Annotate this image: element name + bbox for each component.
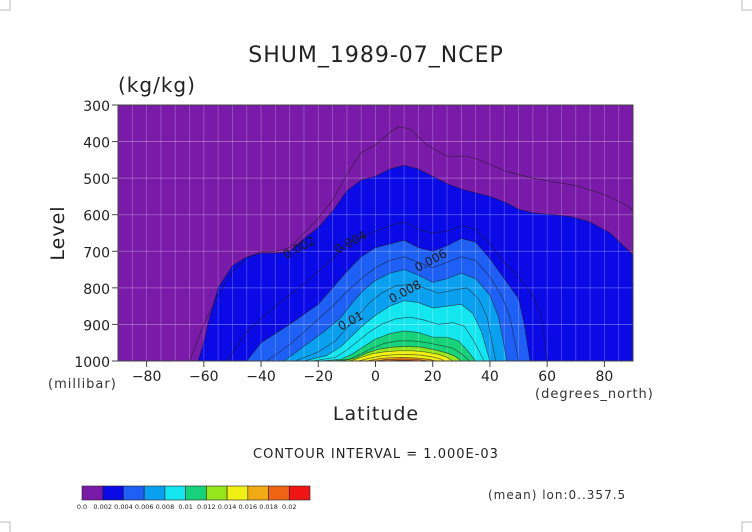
- contour-line-0.007: [295, 283, 497, 361]
- y-tick-label: 600: [83, 209, 110, 225]
- y-unit-label: (millibar): [48, 377, 117, 392]
- y-tick-label: 900: [83, 318, 110, 334]
- contour-line-0.001: [189, 126, 633, 361]
- x-tick-label: 80: [595, 369, 613, 385]
- x-axis-ticks: −80 −60 −40 −20 0 20 40 60 80: [132, 361, 613, 385]
- crop-mark-tl: [0, 0, 11, 11]
- contour-line-0.009: [312, 316, 485, 361]
- contour-interval-text: CONTOUR INTERVAL = 1.000E-03: [253, 447, 499, 462]
- colorbar-label: 0.004: [114, 503, 133, 511]
- x-tick-label: −80: [132, 369, 162, 385]
- colorbar-swatch: [268, 485, 290, 501]
- contour-line-0.012: [341, 346, 462, 361]
- colorbar-swatch: [143, 485, 166, 501]
- mean-text: (mean) lon:0..357.5: [488, 488, 626, 502]
- units-label: (kg/kg): [118, 73, 196, 97]
- contour-line-0.015: [366, 356, 436, 361]
- colorbar-label: 0.016: [239, 503, 258, 511]
- colorbar-label: 0.002: [93, 503, 112, 511]
- x-axis-label: Latitude: [333, 403, 419, 425]
- colorbar-label: 0.01: [178, 503, 192, 511]
- x-tick-label: 40: [481, 369, 499, 385]
- x-unit-label: (degrees_north): [535, 387, 654, 402]
- y-tick-label: 500: [83, 172, 110, 188]
- crop-mark-bl: [0, 521, 11, 532]
- contour-line-0.013: [349, 350, 453, 361]
- contour-line-0.002: [197, 164, 633, 361]
- colorbar-swatch: [81, 485, 104, 501]
- contour-line-0.011: [332, 340, 471, 361]
- colorbar-label: 0.014: [218, 503, 237, 511]
- contour-line-0.008: [303, 300, 491, 361]
- x-tick-label: −40: [246, 369, 276, 385]
- colorbar-swatch: [123, 485, 145, 501]
- colorbar-swatch: [185, 485, 207, 501]
- chart-title: SHUM_1989-07_NCEP: [248, 43, 504, 68]
- x-tick-label: −20: [304, 369, 334, 385]
- y-axis-label: Level: [47, 205, 69, 260]
- x-tick-label: 0: [371, 369, 380, 385]
- colorbar-label: 0.006: [135, 503, 154, 511]
- contour-line-0.004: [246, 238, 531, 361]
- x-tick-label: 20: [424, 369, 442, 385]
- contour-line-0.005: [266, 256, 519, 361]
- contour-line-0.003: [226, 221, 548, 361]
- x-tick-label: −60: [189, 369, 219, 385]
- colorbar-swatch: [288, 485, 311, 501]
- y-tick-label: 1000: [74, 355, 110, 371]
- crop-mark-tr: [741, 0, 752, 11]
- colorbar-swatch: [226, 485, 249, 501]
- x-tick-label: 60: [538, 369, 556, 385]
- y-axis-ticks: 300 400 500 600 700 800 900 1000: [74, 99, 118, 371]
- colorbar-label: 0.008: [156, 503, 175, 511]
- colorbar-label: 0.02: [282, 503, 296, 511]
- colorbar-swatch: [206, 485, 228, 501]
- contour-lines: [189, 126, 633, 361]
- colorbar-label: 0.012: [197, 503, 216, 511]
- colorbar-label: 0.0: [77, 503, 87, 511]
- contour-line-0.01: [321, 330, 476, 361]
- y-tick-label: 800: [83, 282, 110, 298]
- y-tick-label: 700: [83, 245, 110, 261]
- colorbar: 0.0 0.002 0.004 0.006 0.008 0.01 0.012 0.014 0.0…: [77, 485, 311, 511]
- colorbar-label: 0.018: [259, 503, 278, 511]
- colorbar-swatch: [164, 485, 186, 501]
- colorbar-swatch: [247, 485, 269, 501]
- crop-mark-br: [741, 521, 752, 532]
- y-tick-label: 300: [83, 99, 110, 115]
- colorbar-swatch: [102, 485, 124, 501]
- y-tick-label: 400: [83, 136, 110, 152]
- contour-line-0.016: [375, 358, 428, 361]
- contour-line-0.006: [283, 269, 508, 361]
- contour-line-0.014: [358, 354, 445, 361]
